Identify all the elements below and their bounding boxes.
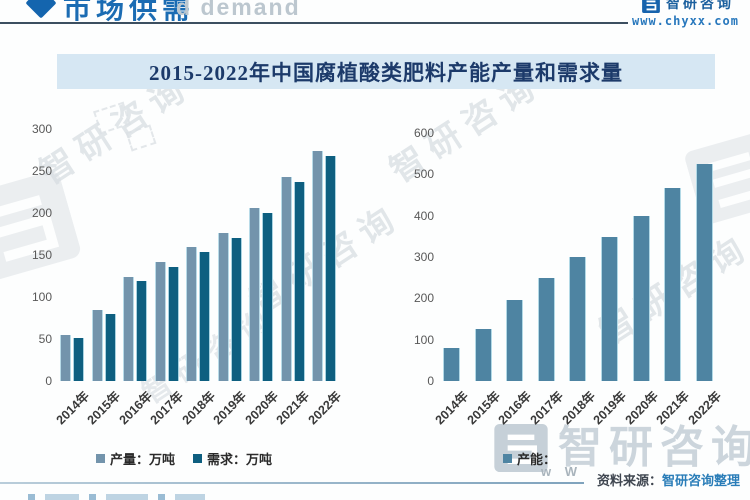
y-tick-label: 300	[413, 250, 434, 264]
y-tick-label: 150	[31, 248, 52, 262]
demand-swatch-icon	[193, 454, 203, 463]
bar-2018年-series0	[186, 247, 197, 381]
bar-2019年-series1	[230, 238, 242, 381]
bar-2017年-series1	[167, 267, 179, 381]
right-chart-legend: 产能：	[503, 449, 556, 468]
bar-2016年-series0	[123, 277, 134, 381]
cutoff-text-fragment	[28, 494, 205, 500]
bar-2018年-series0	[569, 257, 587, 381]
brand-logo-watermark-icon	[0, 171, 81, 281]
bar-2021年-series0	[664, 188, 682, 381]
bar-2015年-series1	[104, 314, 116, 381]
bar-2015年-series0	[91, 310, 103, 381]
y-axis: 0 50 100 150 200 250 300	[16, 122, 52, 388]
bar-2016年-series1	[136, 281, 147, 381]
y-tick-label: 0	[427, 374, 434, 388]
header-divider	[0, 22, 628, 24]
bar-2016年-series0	[506, 300, 524, 381]
bar-2014年-series0	[443, 348, 460, 381]
legend-label: 产能：	[517, 452, 557, 467]
bar-2015年-series0	[474, 329, 492, 381]
production-demand-chart: 0 50 100 150 200 250 300 2014年 2015年 2016年 2017年 20…	[32, 122, 350, 427]
watermark-fragment: w W	[541, 464, 582, 479]
legend-item-demand: 需求：万吨	[193, 449, 272, 468]
capacity-chart: 0 100 200 300 400 500 600 2014年 2015年 2016年 2017年 2…	[414, 126, 740, 427]
brand-logo-icon	[642, 0, 660, 13]
y-tick-label: 500	[413, 167, 434, 182]
source-label: 资料来源：	[597, 473, 663, 488]
bar-2018年-series1	[199, 252, 210, 381]
chart-title: 2015-2022年中国腐植酸类肥料产能产量和需求量	[149, 60, 623, 85]
bar-2014年-series0	[60, 335, 71, 381]
bar-2021年-series1	[293, 182, 305, 381]
left-chart-legend: 产量：万吨 需求：万吨	[96, 449, 272, 468]
y-tick-label: 100	[413, 332, 434, 347]
header-watermark-text: d demand	[176, 0, 301, 20]
y-tick-label: 100	[31, 290, 52, 304]
bar-2022年-series0	[312, 151, 323, 381]
footer-divider	[0, 482, 584, 484]
header: 市场供需 d demand 智研咨询 www.chyxx.com	[0, 0, 750, 46]
bar-2022年-series1	[325, 156, 336, 381]
bar-2019年-series0	[217, 233, 229, 381]
bar-2017年-series0	[537, 278, 555, 381]
y-axis: 0 100 200 300 400 500 600	[398, 126, 434, 388]
website-link[interactable]: www.chyxx.com	[632, 14, 739, 28]
bar-2017年-series0	[154, 262, 166, 381]
bar-2020年-series1	[262, 213, 273, 381]
brand-name: 智研咨询	[666, 0, 734, 11]
source-value: 智研咨询整理	[662, 473, 741, 488]
y-tick-label: 250	[31, 164, 52, 178]
y-tick-label: 0	[45, 374, 52, 388]
legend-label: 产量：万吨	[110, 452, 176, 467]
bar-2019年-series0	[601, 237, 618, 381]
legend-item-production: 产量：万吨	[96, 449, 175, 468]
bar-2020年-series0	[249, 208, 260, 381]
y-tick-label: 600	[413, 126, 434, 140]
brand-watermark-text: 智研咨询	[558, 423, 750, 472]
legend-label: 需求：万吨	[207, 452, 273, 467]
big-brand-watermark: 智研咨询	[494, 423, 750, 472]
section-title: 市场供需	[63, 0, 196, 24]
diamond-icon	[25, 0, 57, 19]
bar-2020年-series0	[632, 216, 650, 381]
y-tick-label: 50	[38, 332, 52, 346]
y-tick-label: 200	[413, 291, 434, 306]
bar-2014年-series1	[73, 338, 84, 381]
source-text: 资料来源：智研咨询整理	[597, 470, 740, 489]
y-tick-label: 300	[31, 122, 52, 136]
y-tick-label: 400	[413, 208, 434, 223]
y-tick-label: 200	[31, 206, 52, 220]
bar-2021年-series0	[280, 177, 292, 381]
production-swatch-icon	[96, 454, 105, 463]
legend-item-capacity: 产能：	[503, 449, 556, 468]
chart-title-band: 2015-2022年中国腐植酸类肥料产能产量和需求量	[57, 54, 715, 89]
capacity-swatch-icon	[503, 454, 512, 463]
bar-2022年-series0	[695, 164, 713, 381]
